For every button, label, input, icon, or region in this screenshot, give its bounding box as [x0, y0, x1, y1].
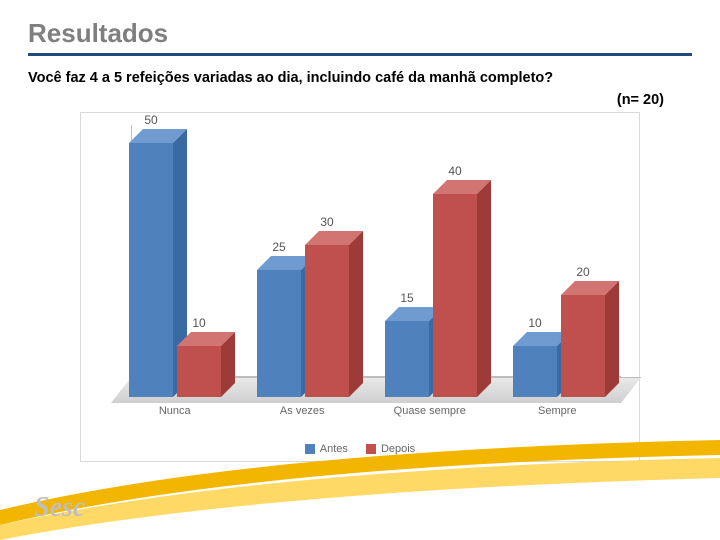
chart-legend: Antes Depois [81, 443, 639, 455]
x-axis-label: Sempre [494, 405, 622, 421]
bar-value-label: 15 [385, 291, 429, 305]
legend-item: Antes [305, 443, 348, 455]
bars-container: 5010253015401020 [111, 125, 621, 403]
bar-value-label: 20 [561, 265, 605, 279]
sample-size-label: (n= 20) [28, 92, 692, 108]
bar: 10 [513, 346, 557, 397]
x-axis-labels: NuncaAs vezesQuase sempreSempre [111, 405, 621, 421]
bar: 40 [433, 194, 477, 397]
x-axis-label: Nunca [111, 405, 239, 421]
title-underline [28, 53, 692, 56]
bar: 50 [129, 143, 173, 397]
bar: 15 [385, 321, 429, 397]
bar-value-label: 25 [257, 240, 301, 254]
legend-item: Depois [366, 443, 415, 455]
bar: 30 [305, 245, 349, 397]
bar-value-label: 50 [129, 113, 173, 127]
page-title: Resultados [28, 18, 692, 49]
x-axis-label: Quase sempre [366, 405, 494, 421]
bar: 10 [177, 346, 221, 397]
plot-area: 5010253015401020 [111, 125, 621, 403]
logo: Sesc [34, 492, 85, 524]
question-text: Você faz 4 a 5 refeições variadas ao dia… [28, 70, 692, 86]
bar: 20 [561, 295, 605, 397]
x-axis-label: As vezes [239, 405, 367, 421]
bar-value-label: 30 [305, 215, 349, 229]
bar-value-label: 10 [177, 316, 221, 330]
bar: 25 [257, 270, 301, 397]
bar-value-label: 10 [513, 316, 557, 330]
bar-chart: 5010253015401020 NuncaAs vezesQuase semp… [80, 112, 640, 462]
bar-value-label: 40 [433, 164, 477, 178]
